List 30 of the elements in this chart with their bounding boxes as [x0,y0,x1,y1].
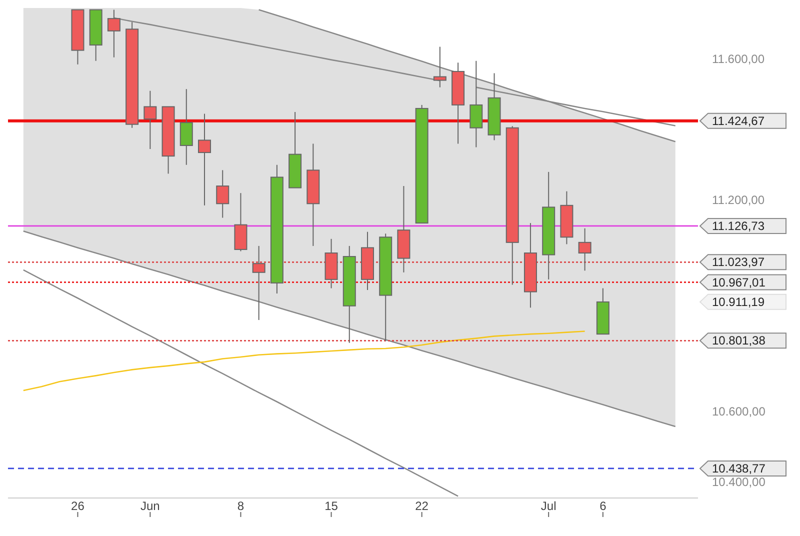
candlestick [433,46,446,88]
x-tick-label: Jun [140,499,160,513]
candlestick [144,90,157,150]
y-tick-label: 10.400,00 [712,475,766,490]
x-tick-label: 26 [71,499,85,513]
y-tick-label: 11.200,00 [712,193,765,208]
line-series [22,269,459,497]
text: 10.911,19 [712,294,765,309]
ref-line-label: 10.967,01 [712,275,766,290]
line-series [22,230,676,428]
candlestick [470,60,483,148]
y-tick-label: 10.600,00 [712,404,766,419]
x-tick-label: 6 [600,499,607,513]
candlestick [107,9,120,58]
candlestick [198,113,211,206]
candlestick [578,228,592,272]
candlestick [216,170,230,218]
ref-line-label: 11.424,67 [712,114,765,128]
x-tick-label: 22 [415,499,429,513]
line-series [22,330,586,392]
ref-line-label: 11.126,73 [712,218,765,233]
y-tick-label: 11.600,00 [712,52,765,66]
x-tick-label: 15 [324,499,338,513]
x-tick-label: Jul [540,499,556,513]
candlestick [252,245,266,320]
x-tick-label: 8 [237,499,244,513]
ref-line-label: 10.801,38 [712,334,766,348]
candlestick [180,88,193,166]
ref-line-label: 11.023,97 [712,255,765,270]
ref-line-label: 10.438,77 [712,461,766,476]
